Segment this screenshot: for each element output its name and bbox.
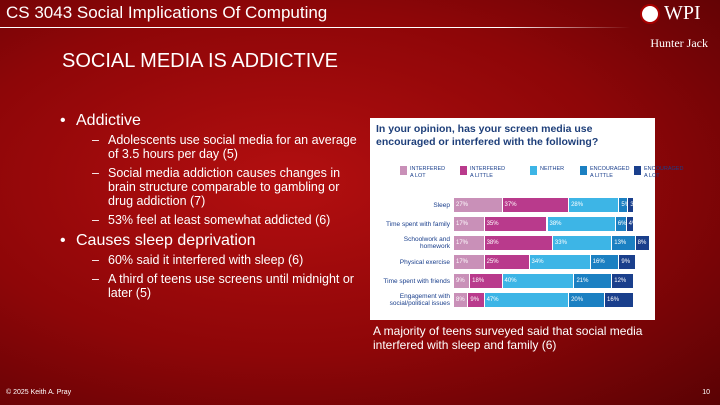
- bar-segment: 37%: [502, 198, 570, 212]
- legend-label: NEITHER: [540, 166, 565, 172]
- bar-segment: 8%: [454, 293, 469, 307]
- legend-label: INTERFERED A LITTLE: [470, 166, 506, 179]
- bar-segment: 18%: [470, 274, 503, 288]
- bar-segment: 40%: [502, 274, 575, 288]
- legend-item: INTERFERED A LOT: [400, 166, 446, 180]
- bullet: Addictive: [60, 112, 365, 130]
- bar-segment: 16%: [590, 255, 620, 269]
- bar-segment: 4%: [626, 217, 634, 231]
- legend-label: INTERFERED A LOT: [410, 166, 446, 179]
- bar-segment: 33%: [552, 236, 613, 250]
- legend-swatch: [634, 166, 641, 175]
- legend-item: ENCOURAGED A LITTLE: [580, 166, 630, 180]
- bar-segment: 47%: [484, 293, 570, 307]
- bar-segment: 8%: [635, 236, 650, 250]
- course-title: CS 3043 Social Implications Of Computing: [6, 3, 328, 22]
- bar-segment: 27%: [454, 198, 503, 212]
- category-label: Time spent with family: [385, 220, 450, 228]
- bar-segment: 9%: [619, 255, 636, 269]
- legend-swatch: [580, 166, 587, 175]
- sub-bullet: 60% said it interfered with sleep (6): [92, 253, 365, 267]
- page-number: 10: [702, 389, 710, 396]
- legend-swatch: [400, 166, 407, 175]
- seal: [640, 3, 660, 24]
- chart-title: In your opinion, has your screen media u…: [376, 123, 599, 148]
- chart: In your opinion, has your screen media u…: [370, 118, 683, 320]
- bar-segment: 6%: [615, 217, 627, 231]
- legend-label: ENCOURAGED A LOT: [644, 166, 684, 179]
- legend-label: ENCOURAGED A LITTLE: [590, 166, 630, 179]
- legend-item: ENCOURAGED A LOT: [634, 166, 684, 180]
- category-label: Sleep: [433, 201, 450, 209]
- legend-swatch: [530, 166, 537, 175]
- category-label: Physical exercise: [399, 258, 450, 266]
- category-label: Engagement with social/political issues: [389, 293, 450, 307]
- bar-segment: 38%: [484, 236, 553, 250]
- bullet-list: Addictive Adolescents use social media fo…: [60, 108, 365, 305]
- bar-segment: 17%: [454, 255, 485, 269]
- category-label: Time spent with friends: [383, 277, 450, 285]
- sub-bullet: Adolescents use social media for an aver…: [92, 133, 365, 161]
- legend-item: INTERFERED A LITTLE: [460, 166, 506, 180]
- bar-segment: 9%: [468, 293, 485, 307]
- bar-segment: 5%: [619, 198, 629, 212]
- header-rule: [0, 27, 630, 28]
- bar-segment: 12%: [612, 274, 634, 288]
- sub-bullet: 53% feel at least somewhat addicted (6): [92, 213, 365, 227]
- logo: WPI: [640, 2, 701, 25]
- bar-segment: 25%: [484, 255, 530, 269]
- bar-segment: 21%: [574, 274, 613, 288]
- legend-item: NEITHER: [530, 166, 576, 175]
- bar-segment: 38%: [547, 217, 616, 231]
- sub-bullet: A third of teens use screens until midni…: [92, 272, 365, 300]
- bar-segment: 34%: [529, 255, 591, 269]
- bar-segment: 16%: [605, 293, 634, 307]
- sub-bullet: Social media addiction causes changes in…: [92, 166, 365, 208]
- bar-segment: 13%: [612, 236, 636, 250]
- bar-segment: 3%: [628, 198, 634, 212]
- author: Hunter Jack: [650, 36, 708, 50]
- copyright: © 2025 Keith A. Pray: [6, 389, 72, 396]
- bullet: Causes sleep deprivation: [60, 232, 365, 250]
- bar-segment: 28%: [569, 198, 620, 212]
- bar-segment: 9%: [454, 274, 471, 288]
- category-label: Schoolwork and homework: [403, 236, 450, 250]
- bar-segment: 17%: [454, 236, 485, 250]
- caption: A majority of teens surveyed said that s…: [373, 324, 643, 352]
- slide-title: SOCIAL MEDIA IS ADDICTIVE: [62, 50, 338, 72]
- bar-segment: 35%: [484, 217, 548, 231]
- legend-swatch: [460, 166, 467, 175]
- bar-segment: 20%: [569, 293, 606, 307]
- logo-text: WPI: [664, 2, 701, 24]
- bar-segment: 17%: [454, 217, 485, 231]
